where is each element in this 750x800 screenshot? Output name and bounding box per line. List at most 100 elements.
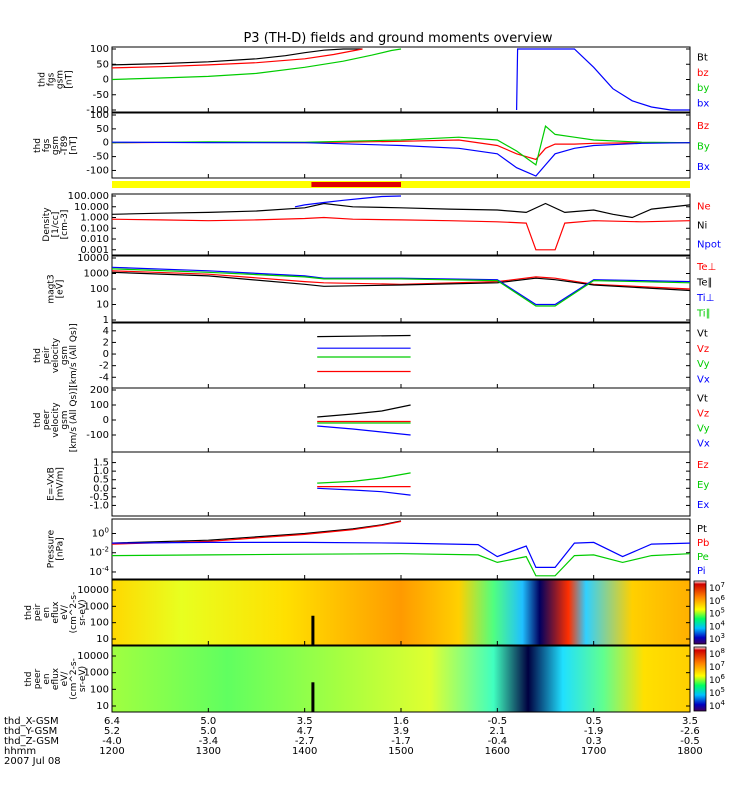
- y-tick-label: -2: [99, 361, 109, 372]
- series-Ex: [317, 487, 411, 496]
- legend-Pb: Pb: [697, 538, 709, 549]
- series-Te⊥: [112, 270, 690, 290]
- series-Pe: [112, 553, 690, 577]
- y-tick-label: 50: [96, 59, 109, 70]
- series-by: [112, 48, 402, 81]
- y-tick-label: -100: [86, 165, 109, 176]
- y-axis-label: eV/: [60, 671, 70, 687]
- heatmap-peer-eflux: [112, 646, 690, 712]
- y-tick-label: 10000: [77, 585, 109, 596]
- y-axis-label: [nT]: [65, 70, 75, 88]
- y-tick-label: 0: [103, 75, 109, 86]
- y-axis-label: fgs: [42, 138, 52, 152]
- legend-Bt: Bt: [697, 53, 708, 64]
- series-Pt: [112, 520, 402, 544]
- y-tick-label: 10: [96, 634, 109, 645]
- y-tick-label: 50: [96, 124, 109, 135]
- legend-bz: bz: [697, 68, 709, 79]
- y-tick-label: 1.000: [80, 213, 109, 224]
- y-axis-label: [cm-3]: [60, 210, 70, 240]
- y-axis-label: peer: [33, 668, 43, 689]
- series-Pb: [112, 520, 402, 545]
- y-axis-label: (cm^2-s-: [69, 658, 79, 700]
- x-tick-label: -0.5: [488, 716, 508, 727]
- y-tick-label: 10.000: [74, 202, 109, 213]
- y-tick-label: 100: [92, 527, 109, 540]
- status-bar-segment: [311, 182, 401, 187]
- y-tick-label: -50: [93, 152, 109, 163]
- colorbar-label: 106: [709, 673, 725, 686]
- x-tick-label: 4.7: [297, 726, 313, 737]
- y-tick-label: 100: [90, 400, 109, 411]
- x-tick-label: 1800: [677, 746, 702, 757]
- legend-by: by: [697, 83, 709, 94]
- panel-frame: [111, 322, 691, 389]
- y-tick-label: 1000: [84, 668, 109, 679]
- legend-Ne: Ne: [697, 202, 711, 213]
- x-tick-label: 1600: [485, 746, 510, 757]
- x-tick-label: -0.5: [680, 736, 700, 747]
- y-tick-label: 10000: [77, 651, 109, 662]
- legend-Npot: Npot: [697, 240, 721, 251]
- legend-Ez: Ez: [697, 460, 709, 471]
- y-axis-label: peir: [33, 603, 43, 621]
- y-axis-label: thd: [38, 72, 48, 87]
- y-tick-label: 10: [96, 300, 109, 311]
- y-axis-label: magt3: [47, 274, 57, 303]
- legend-Pt: Pt: [697, 524, 707, 535]
- x-tick-label: 5.0: [200, 726, 216, 737]
- colorbar-label: 105: [709, 686, 725, 699]
- series-Vt: [317, 404, 411, 418]
- y-axis-label: thd: [33, 348, 43, 363]
- series-Te∥: [112, 271, 690, 292]
- legend-Vy: Vy: [697, 359, 710, 370]
- legend-Vz: Vz: [697, 344, 709, 355]
- x-tick-label: -0.4: [488, 736, 508, 747]
- y-tick-label: 1: [103, 315, 109, 326]
- x-axis-row-label: thd_Y-GSM: [4, 726, 57, 737]
- legend-Bx: Bx: [697, 162, 710, 173]
- y-tick-label: 0.010: [80, 234, 109, 245]
- legend-Bz: Bz: [697, 121, 709, 132]
- panel-frame: [111, 451, 691, 517]
- y-tick-label: 10-2: [89, 546, 109, 559]
- panel-frame: [111, 193, 691, 256]
- y-tick-label: 1000: [84, 601, 109, 612]
- series-Ni: [112, 202, 690, 219]
- y-tick-label: 0.001: [80, 245, 109, 256]
- y-tick-label: 0: [103, 415, 109, 426]
- y-tick-label: -4: [99, 372, 109, 383]
- y-axis-label: [mV/m]: [56, 467, 66, 501]
- x-tick-label: -2.6: [680, 726, 700, 737]
- y-axis-label: thd: [33, 413, 43, 428]
- y-axis-label: -T89: [60, 136, 70, 156]
- y-tick-label: -100: [86, 105, 109, 116]
- y-axis-label: eflux: [51, 601, 61, 624]
- y-tick-label: 1.0: [93, 466, 109, 477]
- y-tick-label: 2: [103, 337, 109, 348]
- legend-Pi: Pi: [697, 566, 706, 577]
- panel-frame: [111, 518, 691, 580]
- y-tick-label: -1.0: [89, 500, 109, 511]
- y-tick-label: 10000: [77, 253, 109, 264]
- y-tick-label: 0: [103, 349, 109, 360]
- y-tick-label: 200: [90, 385, 109, 396]
- x-tick-label: 3.9: [393, 726, 409, 737]
- y-axis-label: [eV]: [56, 280, 66, 299]
- y-tick-label: -50: [93, 90, 109, 101]
- x-tick-label: 1700: [581, 746, 606, 757]
- y-axis-label: Pressure: [47, 529, 57, 568]
- colorbar-label: 105: [709, 607, 725, 620]
- y-axis-label: [km/s (All Qs)]: [69, 388, 79, 452]
- y-axis-label: eflux: [51, 667, 61, 690]
- y-axis-label: gsm: [60, 410, 70, 429]
- chart-title: P3 (TH-D) fields and ground moments over…: [243, 31, 552, 46]
- x-tick-label: 3.5: [682, 716, 698, 727]
- colorbar: [693, 646, 707, 712]
- y-tick-label: 0.100: [80, 223, 109, 234]
- x-tick-label: -4.0: [102, 736, 122, 747]
- legend-Pe: Pe: [697, 552, 709, 563]
- y-axis-label: velocity: [51, 337, 61, 373]
- x-tick-label: -3.4: [199, 736, 219, 747]
